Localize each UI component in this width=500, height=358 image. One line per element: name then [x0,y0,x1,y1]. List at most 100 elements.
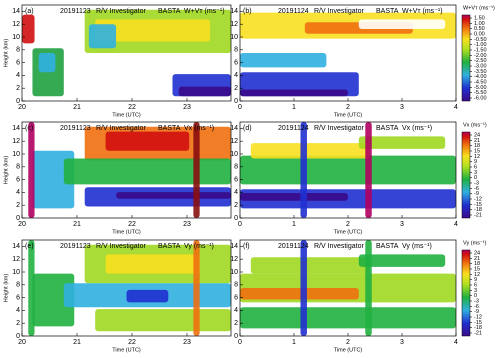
field-shape [240,193,348,201]
colorbar-tick-label: -2.50 [474,58,487,64]
y-tick-label: 12 [230,138,238,145]
colorbar-tick-label: -3 [474,180,479,186]
y-tick-label: 10 [230,34,238,41]
y-tick-label: 4 [16,72,20,79]
field-shape [126,289,169,303]
panel-variable: Vy (ms⁻¹) [184,243,214,250]
x-axis-label: Time (UTC) [112,229,141,235]
x-tick-label: 22 [128,339,136,346]
colorbar-tick-label: -18 [474,207,482,213]
y-tick-label: 14 [230,243,238,250]
y-tick-label: 8 [234,47,238,54]
colorbar-tick-label: 24 [474,250,480,256]
y-tick-label: 0 [16,333,20,340]
y-tick-label: 0 [234,215,238,222]
colorbar-tick-label: 12 [474,154,480,160]
panel-variable: Vy (ms⁻¹) [402,243,432,250]
panel-date: 20191124 [278,243,309,250]
colorbar-tick-label: -9 [474,191,479,197]
colorbar-tick-label: -6 [474,304,479,310]
colorbar-tick-label: 0 [474,293,477,299]
colorbar-tick-label: 9 [474,277,477,283]
colorbar-tick-label: -4.00 [474,74,487,80]
panel-date: 20191123 [60,243,91,250]
colorbar-tick-label: 6 [474,282,477,288]
panel-date: 20191124 [278,125,309,132]
x-tick-label: 1 [292,221,296,228]
x-tick-label: 2 [346,339,350,346]
colorbar-tick-label: -3 [474,298,479,304]
colorbar-tick-label: 12 [474,272,480,278]
x-axis-label: Time (UTC) [112,112,141,118]
y-tick-label: 2 [234,202,238,209]
colorbar-tick-label: -21 [474,330,482,336]
x-tick-label: 0 [238,339,242,346]
x-tick-label: 2 [346,104,350,111]
x-tick-label: 2 [346,221,350,228]
colorbar-tick-label: -15 [474,202,482,208]
x-tick-label: 0 [238,221,242,228]
field-shape [365,122,372,218]
colorbar-tick-label: -1.00 [474,42,487,48]
colorbar [461,249,471,337]
y-tick-label: 0 [234,98,238,105]
y-tick-label: 10 [12,151,20,158]
x-tick-label: 21 [73,339,81,346]
field-shape [178,86,231,97]
panel-instrument: BASTA [376,243,399,250]
y-tick-label: 10 [12,269,20,276]
colorbar-tick-label: -6 [474,186,479,192]
x-tick-label: 1 [292,104,296,111]
y-axis-label: Height (km) [3,156,9,185]
y-tick-label: 6 [16,176,20,183]
y-tick-label: 14 [230,8,238,15]
colorbar-tick-label: 15 [474,266,480,272]
y-tick-label: 6 [234,176,238,183]
colorbar-tick-label: -18 [474,325,482,331]
y-tick-label: 0 [234,333,238,340]
y-tick-label: 14 [12,243,20,250]
panel-platform: R/V Investigator [96,125,146,132]
y-tick-label: 12 [12,21,20,28]
field-shape [116,192,231,199]
panel-instrument: BASTA [376,8,399,15]
x-tick-label: 22 [128,104,136,111]
colorbar-tick-label: -5.00 [474,85,487,91]
y-tick-label: 14 [12,125,20,132]
y-tick-label: 2 [16,85,20,92]
y-tick-label: 4 [234,307,238,314]
colorbar [461,14,471,102]
field-shape [240,53,327,68]
colorbar-label: Vx (ms⁻¹) [463,122,487,128]
y-tick-label: 12 [230,21,238,28]
field-shape [358,254,446,267]
x-tick-label: 3 [400,104,404,111]
panel-label: (a) [25,8,34,15]
field-shape [193,122,200,218]
field-shape [250,143,370,159]
y-tick-label: 8 [16,282,20,289]
colorbar-tick-label: 6 [474,164,477,170]
x-tick-label: 20 [18,339,26,346]
field-shape [105,254,200,274]
colorbar-tick-label: 0.00 [474,31,485,37]
x-axis-label: Time (UTC) [334,229,363,235]
y-tick-label: 14 [12,8,20,15]
panel-label: (e) [25,243,34,250]
panel-label: (b) [243,8,252,15]
x-tick-label: 23 [183,104,191,111]
plot-frame [21,239,232,337]
colorbar-tick-label: 18 [474,143,480,149]
y-tick-label: 2 [234,85,238,92]
panel-instrument: BASTA [158,125,181,132]
plot-frame [21,4,232,102]
y-tick-label: 10 [230,151,238,158]
field-shape [300,240,307,336]
x-tick-label: 23 [183,221,191,228]
x-tick-label: 0 [238,104,242,111]
colorbar-tick-label: -0.50 [474,37,487,43]
y-tick-label: 2 [234,320,238,327]
colorbar-tick-label: -12 [474,196,482,202]
field-shape [240,307,456,329]
